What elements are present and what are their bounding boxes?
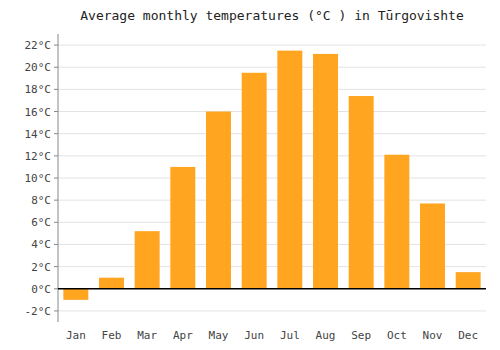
y-tick xyxy=(54,89,58,90)
y-tick-label: 4°C xyxy=(31,238,51,251)
zero-line xyxy=(58,288,486,290)
bar xyxy=(63,289,88,300)
y-tick xyxy=(54,288,58,289)
grid-line xyxy=(58,288,486,289)
y-tick-label: 10°C xyxy=(25,172,52,185)
y-tick-label: 12°C xyxy=(25,150,52,163)
grid-line xyxy=(58,111,486,112)
x-tick-label: Nov xyxy=(423,329,443,342)
grid-line xyxy=(58,155,486,156)
bar xyxy=(384,155,409,289)
bar xyxy=(349,96,374,289)
grid-line xyxy=(58,89,486,90)
y-tick xyxy=(54,133,58,134)
y-tick-label: 2°C xyxy=(31,261,51,274)
y-tick xyxy=(54,111,58,112)
y-tick-label: 18°C xyxy=(25,83,52,96)
y-axis: -2°C 0°C 2°C 4°C 6°C 8°C 10°C 12°C 14°C 16°C 18°C 2… xyxy=(25,39,59,318)
bar xyxy=(170,167,195,289)
x-tick-label: Jun xyxy=(244,329,264,342)
bar xyxy=(313,54,338,289)
bar xyxy=(277,51,302,289)
bar xyxy=(420,203,445,288)
chart: Average monthly temperatures (°C ) in Tū… xyxy=(0,0,500,350)
x-tick-label: Jan xyxy=(66,329,86,342)
x-tick-label: Sep xyxy=(351,329,371,342)
bar xyxy=(135,231,160,289)
grid-line xyxy=(58,133,486,134)
x-tick-label: Mar xyxy=(137,329,157,342)
y-tick xyxy=(54,155,58,156)
y-tick-label: -2°C xyxy=(25,305,52,318)
x-axis: Jan Feb Mar Apr May Jun Jul Aug Sep Oct Nov Dec xyxy=(66,329,478,342)
x-tick-label: Oct xyxy=(387,329,407,342)
grid xyxy=(58,45,486,311)
x-tick-label: Apr xyxy=(173,329,193,342)
bar xyxy=(206,112,231,289)
y-tick xyxy=(54,310,58,311)
bar xyxy=(242,73,267,289)
grid-line xyxy=(58,178,486,179)
y-tick-label: 6°C xyxy=(31,216,51,229)
bars xyxy=(63,51,480,300)
y-tick xyxy=(54,67,58,68)
grid-line xyxy=(58,45,486,46)
grid-line xyxy=(58,67,486,68)
x-tick-label: Feb xyxy=(102,329,122,342)
y-tick xyxy=(54,200,58,201)
y-tick xyxy=(54,222,58,223)
grid-line xyxy=(58,200,486,201)
title: Average monthly temperatures (°C ) in Tū… xyxy=(80,8,464,23)
x-tick-label: Dec xyxy=(458,329,478,342)
y-tick xyxy=(54,45,58,46)
y-tick xyxy=(54,266,58,267)
y-tick-label: 0°C xyxy=(31,283,51,296)
y-tick-label: 20°C xyxy=(25,61,52,74)
y-tick xyxy=(54,178,58,179)
bar xyxy=(99,278,124,289)
y-tick-label: 22°C xyxy=(25,39,52,52)
x-tick-label: May xyxy=(209,329,229,342)
x-tick-label: Jul xyxy=(280,329,300,342)
x-tick-label: Aug xyxy=(316,329,336,342)
bar xyxy=(456,272,481,289)
y-tick-label: 14°C xyxy=(25,128,52,141)
grid-line xyxy=(58,310,486,311)
y-axis-line xyxy=(58,34,59,322)
y-tick-label: 8°C xyxy=(31,194,51,207)
y-tick xyxy=(54,244,58,245)
y-tick-label: 16°C xyxy=(25,106,52,119)
